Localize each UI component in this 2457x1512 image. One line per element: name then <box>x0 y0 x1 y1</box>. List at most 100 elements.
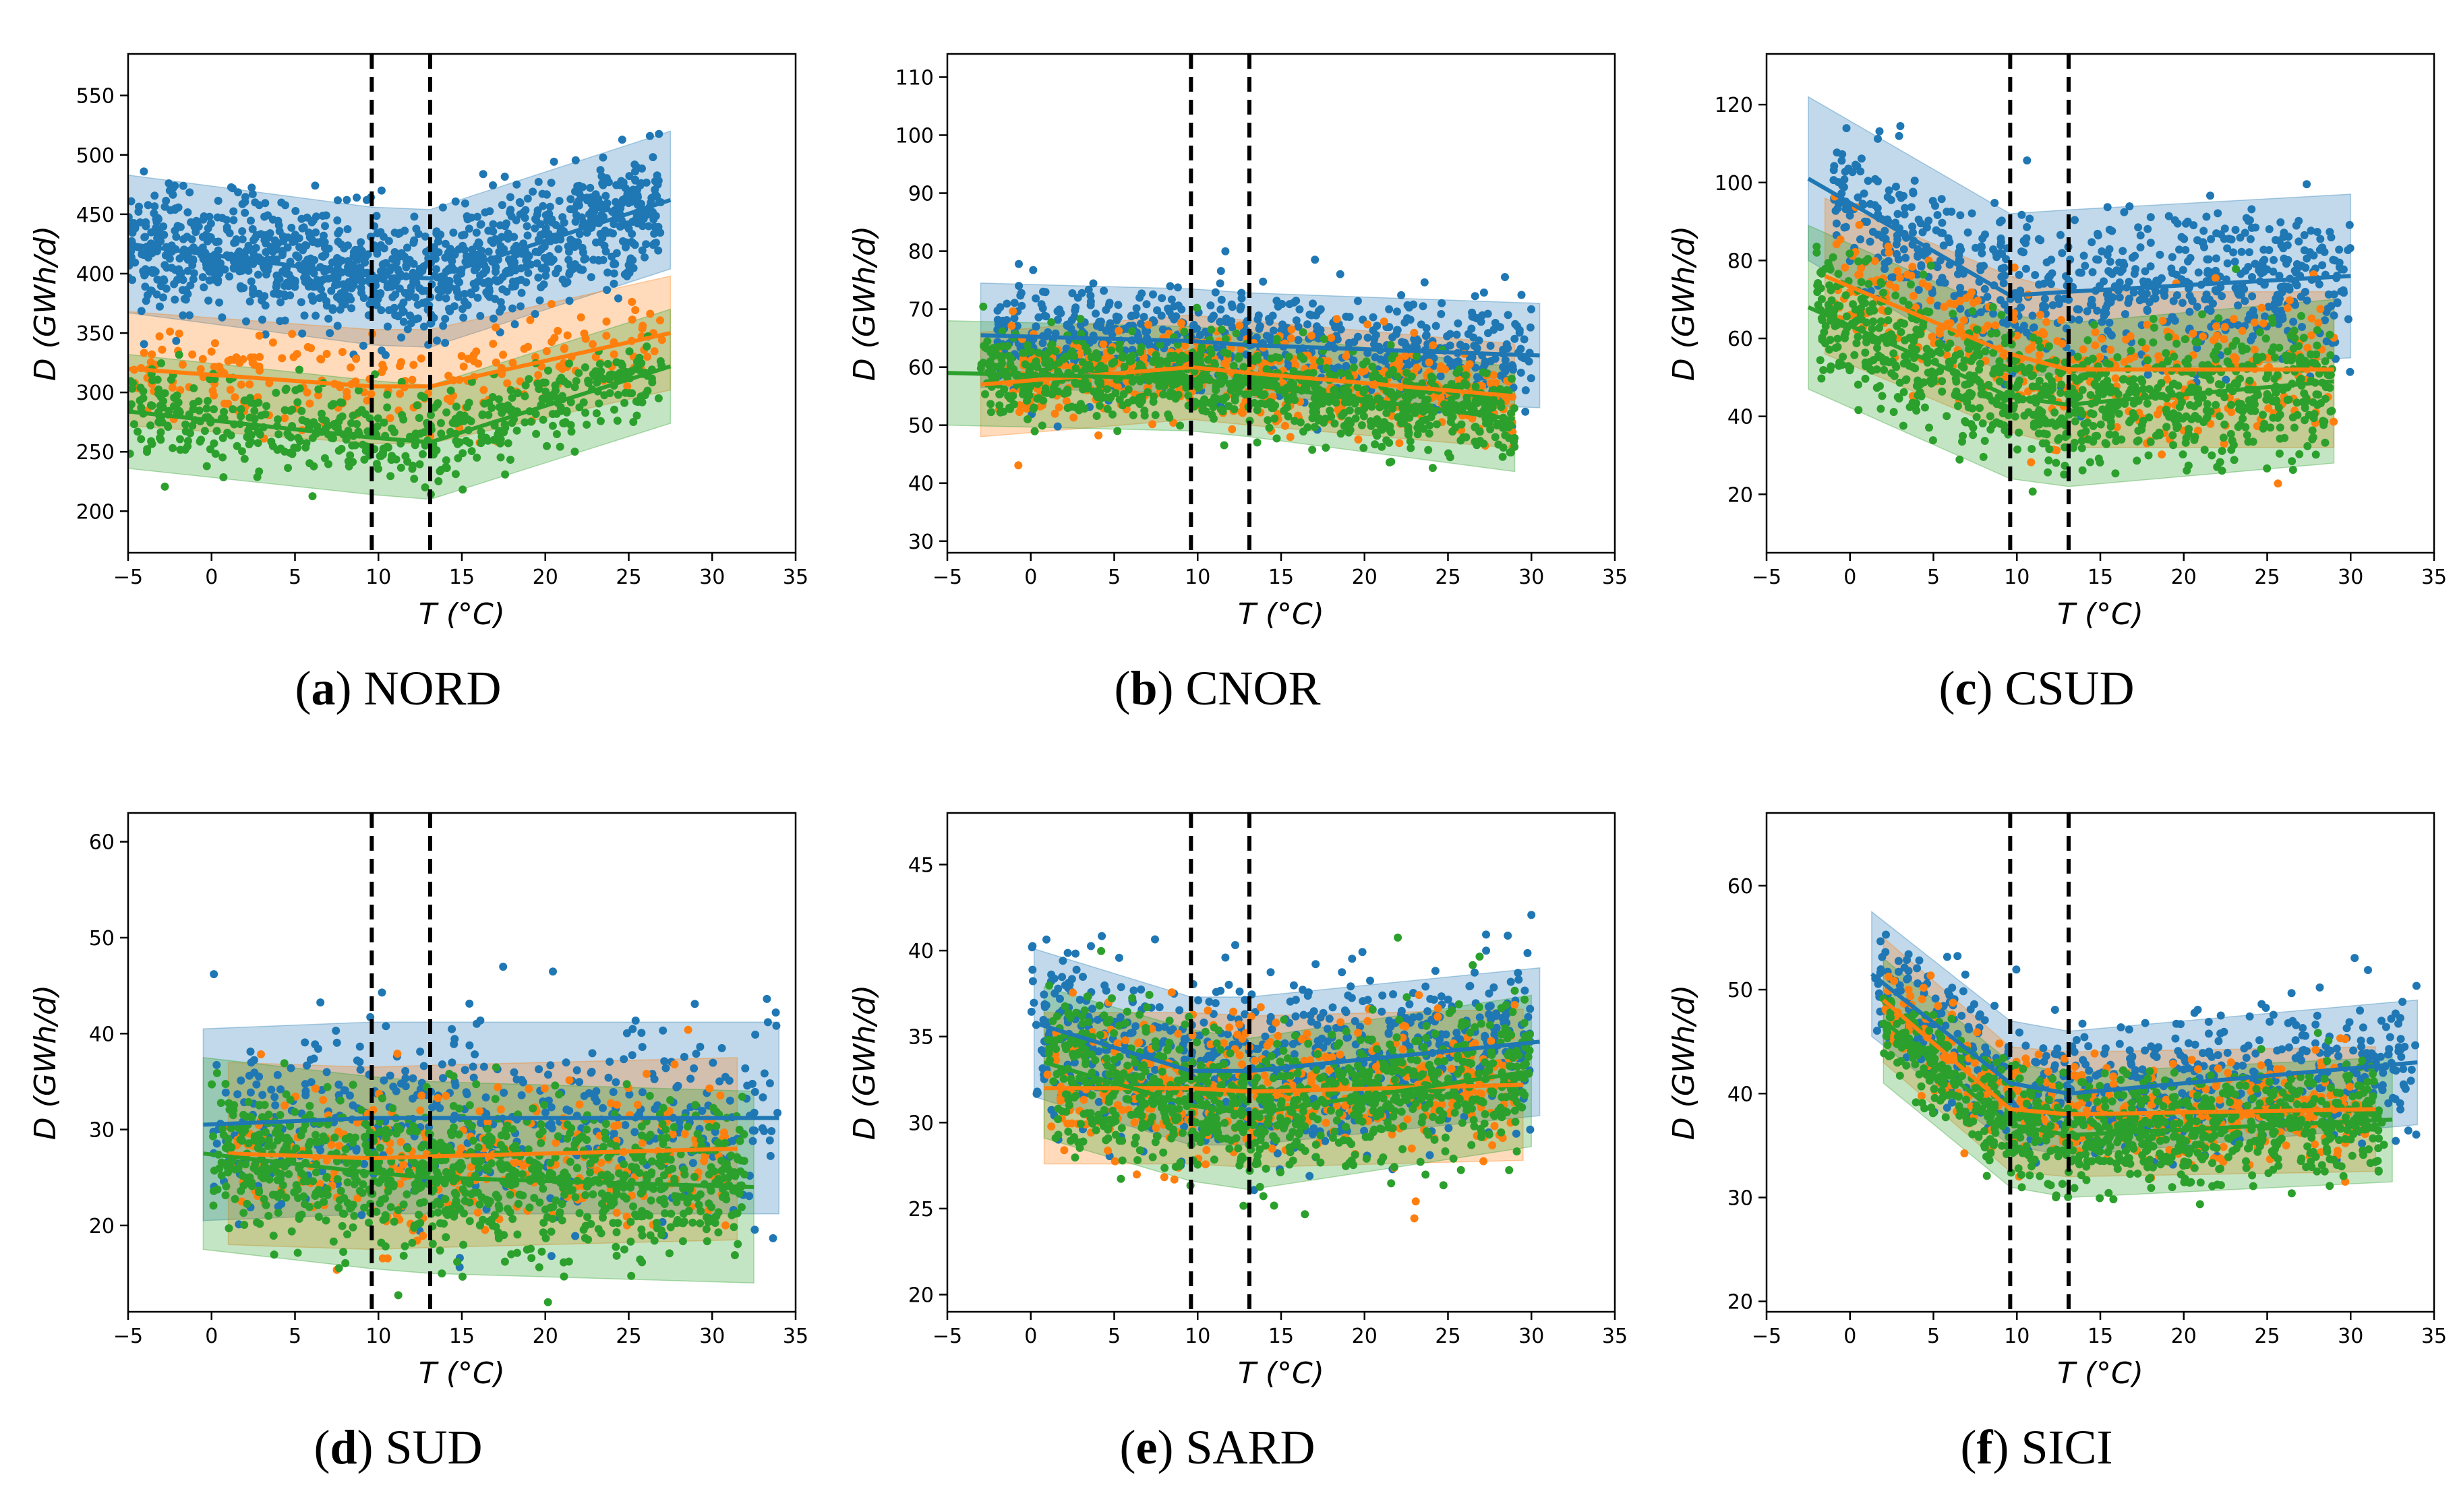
data-point <box>1489 395 1498 404</box>
data-point <box>1220 348 1228 357</box>
data-point <box>1410 328 1419 337</box>
data-point <box>1239 363 1248 371</box>
data-point <box>157 359 165 367</box>
data-point <box>408 375 417 384</box>
data-point <box>251 233 260 242</box>
data-point <box>1209 312 1218 321</box>
data-point <box>552 220 560 229</box>
data-point <box>1896 122 1905 130</box>
data-point <box>388 293 397 301</box>
data-point <box>399 317 408 326</box>
data-point <box>649 153 657 162</box>
data-point <box>1999 279 2008 288</box>
data-point <box>2045 272 2054 280</box>
data-point <box>542 265 550 274</box>
data-point <box>1333 335 1342 344</box>
data-point <box>1003 316 1011 324</box>
data-point <box>1471 292 1479 301</box>
data-point <box>1354 332 1362 341</box>
data-point <box>986 408 995 417</box>
data-point <box>156 433 164 442</box>
data-point <box>610 279 618 288</box>
data-point <box>347 363 355 372</box>
data-point <box>560 344 569 353</box>
data-point <box>456 438 464 447</box>
data-point <box>1484 329 1492 338</box>
data-point <box>2129 288 2138 297</box>
data-point <box>1504 311 1512 320</box>
data-point <box>2316 235 2325 243</box>
data-point <box>1373 415 1382 423</box>
data-point <box>628 256 637 264</box>
data-point <box>1156 340 1164 349</box>
data-point <box>586 183 595 192</box>
data-point <box>1181 341 1189 350</box>
data-point <box>356 245 365 253</box>
data-point <box>581 409 590 417</box>
data-point <box>1976 308 1985 317</box>
data-point <box>1193 303 1202 312</box>
data-point <box>570 383 579 392</box>
data-point <box>1003 299 1011 308</box>
data-point <box>293 398 302 406</box>
data-point <box>2112 266 2121 275</box>
data-point <box>1938 229 1947 237</box>
data-point <box>1303 320 1312 329</box>
data-point <box>225 272 234 281</box>
data-point <box>1224 402 1233 411</box>
data-point <box>1167 295 1176 304</box>
data-point <box>1359 444 1368 452</box>
data-point <box>1479 289 1488 297</box>
data-point <box>179 181 187 190</box>
data-point <box>1491 355 1500 363</box>
data-point <box>1309 356 1318 365</box>
data-point <box>1336 429 1345 438</box>
data-point <box>1511 320 1520 328</box>
data-point <box>458 485 467 494</box>
data-point <box>986 400 995 409</box>
data-point <box>1893 210 1902 218</box>
data-point <box>282 384 291 393</box>
data-point <box>2028 311 2037 320</box>
data-point <box>322 297 331 305</box>
data-point <box>2083 307 2092 315</box>
data-point <box>1315 357 1324 366</box>
data-point <box>2249 332 2257 340</box>
data-point <box>2047 255 2056 264</box>
data-point <box>1855 220 1864 229</box>
data-point <box>301 443 310 452</box>
data-point <box>643 386 652 395</box>
data-point <box>654 246 663 255</box>
data-point <box>1180 328 1189 336</box>
data-point <box>1833 204 1842 213</box>
data-point <box>542 347 551 355</box>
data-point <box>309 297 318 305</box>
data-point <box>479 170 487 179</box>
data-point <box>355 386 363 395</box>
data-point <box>2179 266 2187 274</box>
data-point <box>1462 381 1471 390</box>
data-point <box>1413 423 1422 432</box>
data-point <box>1148 420 1157 429</box>
data-point <box>1289 380 1297 388</box>
data-point <box>508 282 516 291</box>
data-point <box>286 406 295 415</box>
data-point <box>500 420 509 429</box>
data-point <box>1935 326 1944 334</box>
data-point <box>596 417 605 425</box>
data-point <box>442 456 450 464</box>
data-point <box>2157 274 2166 282</box>
data-point <box>1864 177 1872 185</box>
data-point <box>238 227 247 235</box>
data-point <box>210 405 218 414</box>
data-point <box>501 470 510 479</box>
data-point <box>602 317 611 326</box>
data-point <box>2042 317 2050 326</box>
data-point <box>2241 229 2249 237</box>
data-point <box>1099 340 1108 349</box>
data-point <box>465 398 473 407</box>
data-point <box>415 414 423 422</box>
data-point <box>531 247 540 256</box>
data-point <box>140 340 148 349</box>
data-point <box>342 435 351 444</box>
